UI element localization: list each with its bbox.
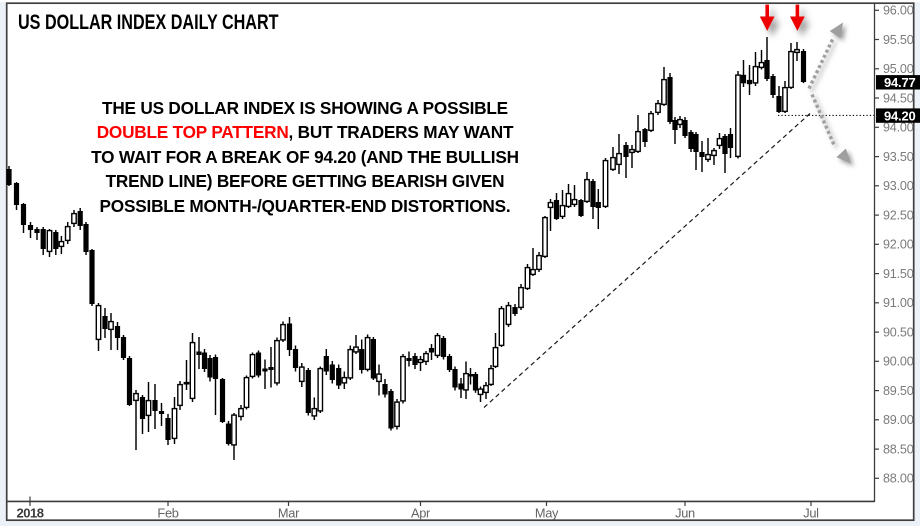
svg-text:91.50: 91.50 [883, 267, 914, 281]
svg-text:2018: 2018 [17, 506, 44, 521]
svg-text:Apr: Apr [411, 506, 431, 521]
svg-text:92.00: 92.00 [883, 238, 914, 252]
svg-text:94.00: 94.00 [883, 121, 914, 135]
svg-text:93.50: 93.50 [883, 150, 914, 164]
svg-text:95.50: 95.50 [883, 33, 914, 47]
svg-text:90.00: 90.00 [883, 355, 914, 369]
svg-text:89.00: 89.00 [883, 413, 914, 427]
svg-text:88.50: 88.50 [883, 442, 914, 456]
svg-text:Feb: Feb [157, 506, 178, 521]
svg-text:95.00: 95.00 [883, 62, 914, 76]
svg-text:94.50: 94.50 [883, 92, 914, 106]
svg-text:90.50: 90.50 [883, 325, 914, 339]
svg-text:88.00: 88.00 [883, 472, 914, 486]
svg-text:91.00: 91.00 [883, 296, 914, 310]
svg-text:94.77: 94.77 [884, 75, 916, 90]
svg-text:96.00: 96.00 [883, 4, 914, 18]
svg-text:Jul: Jul [803, 506, 818, 521]
svg-text:Mar: Mar [278, 506, 300, 521]
svg-text:92.50: 92.50 [883, 209, 914, 223]
svg-text:May: May [535, 506, 559, 521]
svg-text:93.00: 93.00 [883, 179, 914, 193]
svg-text:89.50: 89.50 [883, 384, 914, 398]
svg-text:94.20: 94.20 [884, 108, 916, 123]
svg-text:Jun: Jun [675, 506, 695, 521]
